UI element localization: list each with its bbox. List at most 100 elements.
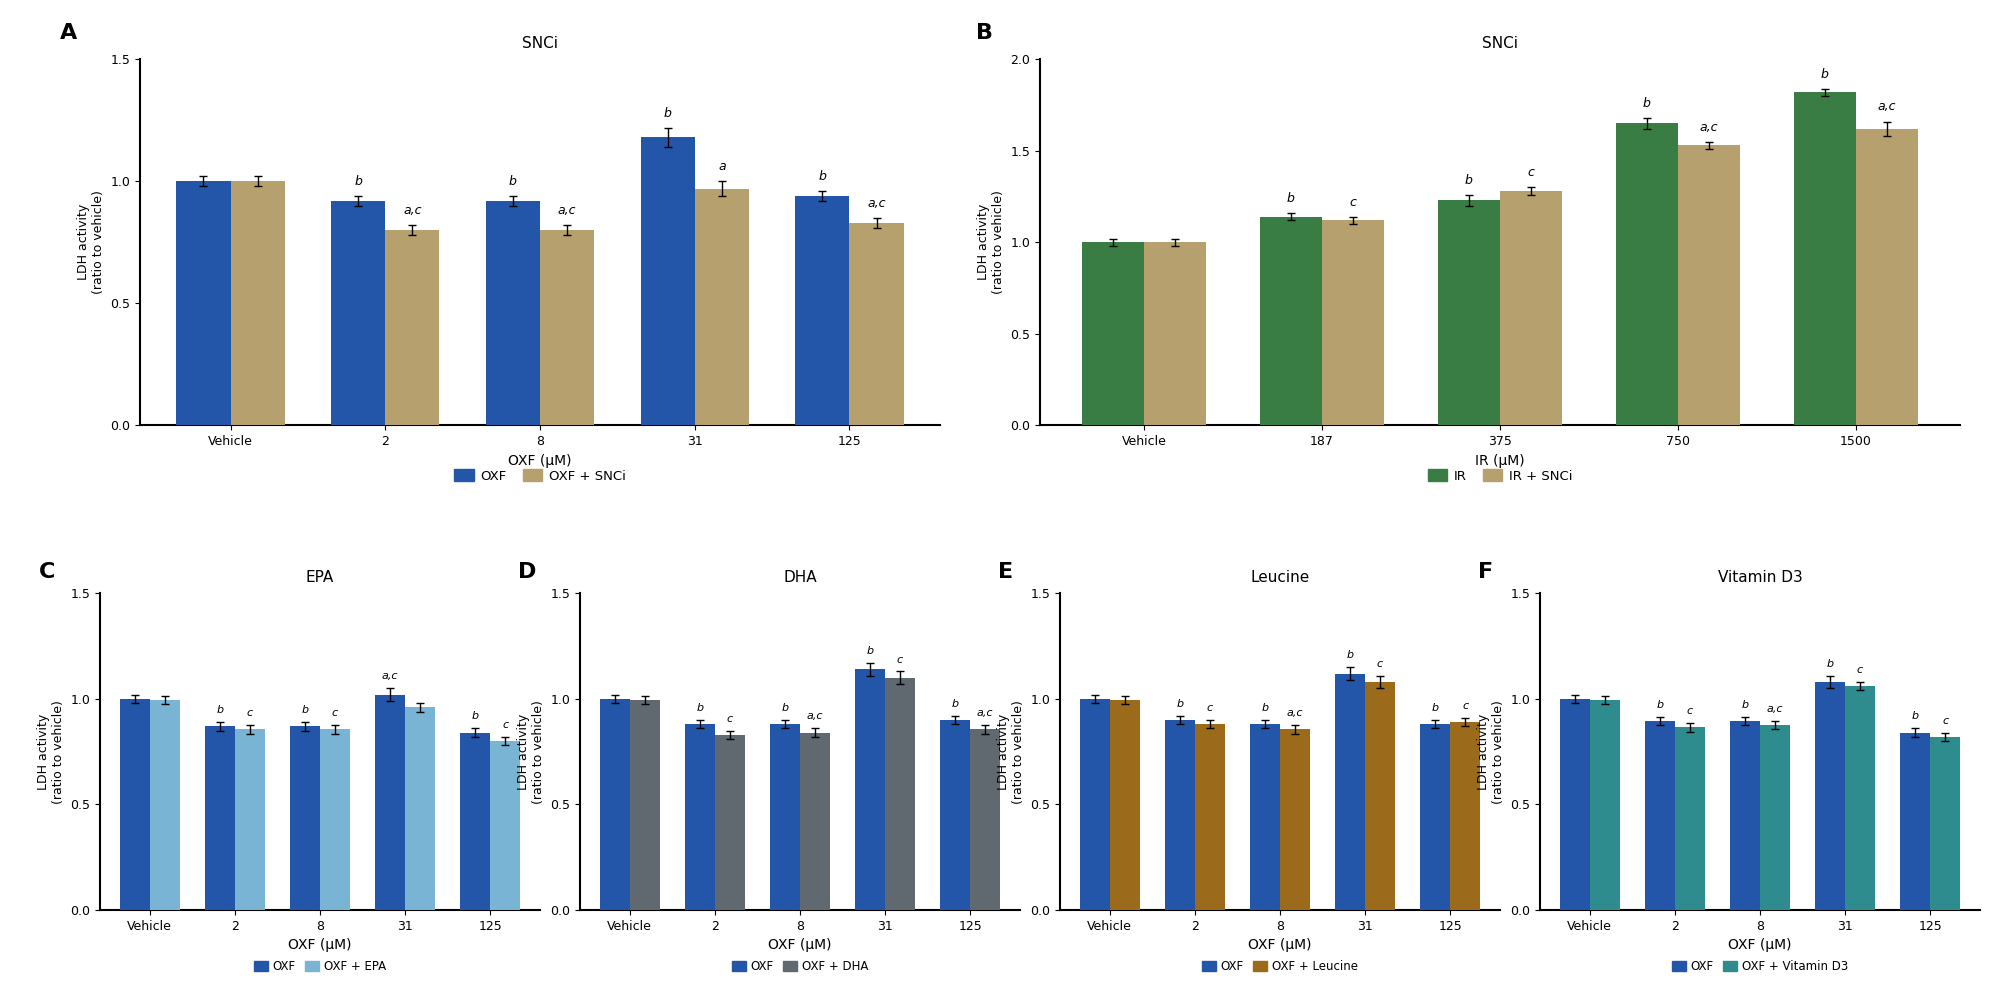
Bar	[1420, 724, 1450, 910]
Text: c: c	[332, 708, 338, 718]
Bar	[1322, 221, 1384, 425]
Text: E: E	[998, 562, 1014, 582]
Bar	[1856, 129, 1918, 425]
Text: b: b	[472, 711, 478, 721]
Title: EPA: EPA	[306, 571, 334, 585]
Bar	[1082, 242, 1144, 425]
Bar	[1166, 720, 1194, 910]
Bar	[686, 724, 714, 910]
Bar	[206, 726, 234, 910]
Bar	[970, 730, 1000, 910]
Text: a,c: a,c	[806, 711, 824, 721]
Y-axis label: LDH activity
(ratio to vehicle): LDH activity (ratio to vehicle)	[996, 699, 1024, 804]
Text: c: c	[1686, 706, 1692, 716]
Bar	[490, 741, 520, 910]
Bar	[600, 699, 630, 910]
Y-axis label: LDH activity
(ratio to vehicle): LDH activity (ratio to vehicle)	[76, 190, 104, 295]
Text: c: c	[1462, 701, 1468, 711]
Y-axis label: LDH activity
(ratio to vehicle): LDH activity (ratio to vehicle)	[516, 699, 544, 804]
Bar	[770, 724, 800, 910]
Bar	[1080, 699, 1110, 910]
Title: Vitamin D3: Vitamin D3	[1718, 571, 1802, 585]
X-axis label: OXF (μM): OXF (μM)	[768, 939, 832, 952]
Text: b: b	[1912, 711, 1918, 721]
X-axis label: OXF (μM): OXF (μM)	[288, 939, 352, 952]
Text: c: c	[1350, 196, 1356, 209]
Y-axis label: LDH activity
(ratio to vehicle): LDH activity (ratio to vehicle)	[36, 699, 64, 804]
Bar	[1794, 92, 1856, 425]
Bar	[176, 181, 230, 425]
Bar	[406, 707, 434, 910]
Bar	[150, 700, 180, 910]
Text: b: b	[818, 170, 826, 183]
X-axis label: OXF (μM): OXF (μM)	[1728, 939, 1792, 952]
Text: c: c	[1942, 716, 1948, 726]
Bar	[796, 196, 850, 425]
Text: C: C	[38, 562, 54, 582]
Bar	[800, 733, 830, 910]
Text: c: c	[726, 714, 732, 724]
Text: a,c: a,c	[976, 708, 994, 718]
Bar	[856, 670, 886, 910]
Legend: OXF, OXF + SNCi: OXF, OXF + SNCi	[448, 464, 632, 488]
Title: SNCi: SNCi	[522, 37, 558, 51]
Bar	[1616, 124, 1678, 425]
Legend: OXF, OXF + EPA: OXF, OXF + EPA	[250, 955, 390, 978]
Text: c: c	[1856, 665, 1864, 675]
Bar	[1366, 682, 1394, 910]
Bar	[234, 730, 264, 910]
Bar	[1194, 724, 1224, 910]
Bar	[1816, 682, 1846, 910]
Bar	[320, 730, 350, 910]
Bar	[850, 223, 904, 425]
Text: b: b	[782, 703, 788, 713]
Legend: OXF, OXF + Leucine: OXF, OXF + Leucine	[1198, 955, 1362, 978]
Text: a,c: a,c	[1766, 704, 1784, 714]
Bar	[1438, 200, 1500, 425]
Text: b: b	[1286, 192, 1294, 205]
Text: b: b	[1642, 97, 1650, 110]
Bar	[386, 230, 440, 425]
Bar	[1760, 725, 1790, 910]
Text: b: b	[302, 705, 308, 715]
Bar	[486, 201, 540, 425]
Text: a,c: a,c	[404, 204, 422, 218]
Text: c: c	[1376, 659, 1384, 669]
Bar	[332, 201, 386, 425]
Bar	[1260, 217, 1322, 425]
Text: b: b	[1656, 700, 1664, 710]
Bar	[1144, 242, 1206, 425]
Bar	[460, 733, 490, 910]
Text: a,c: a,c	[558, 204, 576, 218]
Title: Leucine: Leucine	[1250, 571, 1310, 585]
Bar	[1678, 145, 1740, 425]
Bar	[1846, 686, 1874, 910]
Text: B: B	[976, 23, 992, 43]
Text: A: A	[60, 23, 78, 43]
Text: c: c	[502, 720, 508, 730]
Text: c: c	[246, 708, 252, 718]
Text: b: b	[1432, 703, 1438, 713]
Text: a: a	[718, 160, 726, 173]
Text: a,c: a,c	[1878, 101, 1896, 114]
Bar	[120, 699, 150, 910]
Text: b: b	[354, 175, 362, 188]
Text: b: b	[664, 107, 672, 120]
X-axis label: OXF (μM): OXF (μM)	[1248, 939, 1312, 952]
Bar	[940, 720, 970, 910]
Bar	[1730, 721, 1760, 910]
Bar	[290, 726, 320, 910]
Bar	[1900, 733, 1930, 910]
Text: b: b	[1742, 700, 1748, 710]
Bar	[1450, 722, 1480, 910]
Y-axis label: LDH activity
(ratio to vehicle): LDH activity (ratio to vehicle)	[1476, 699, 1504, 804]
Bar	[230, 181, 284, 425]
Legend: IR, IR + SNCi: IR, IR + SNCi	[1422, 464, 1578, 488]
Text: b: b	[952, 699, 958, 709]
Y-axis label: LDH activity
(ratio to vehicle): LDH activity (ratio to vehicle)	[976, 190, 1004, 295]
Bar	[640, 137, 694, 425]
Bar	[886, 677, 914, 910]
Bar	[1110, 700, 1140, 910]
Text: b: b	[696, 703, 704, 713]
Text: c: c	[1206, 703, 1212, 713]
